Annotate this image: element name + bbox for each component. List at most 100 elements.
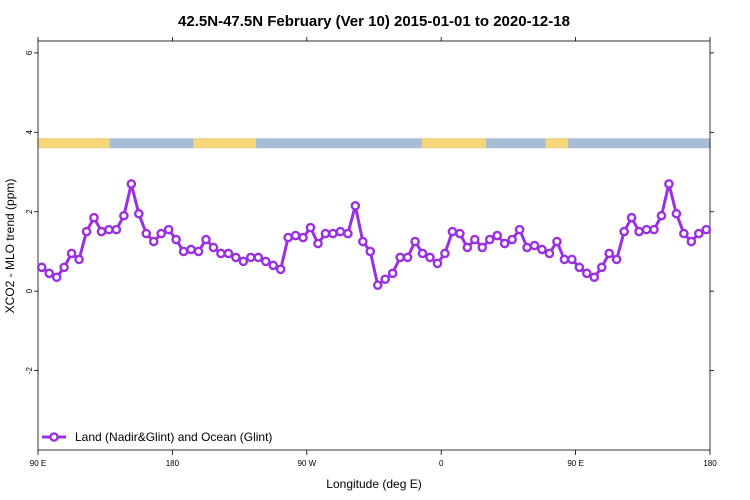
legend: Land (Nadir&Glint) and Ocean (Glint) (42, 430, 272, 444)
data-point (679, 228, 689, 239)
data-point (298, 232, 308, 243)
data-point (469, 234, 480, 245)
data-point (328, 228, 338, 239)
data-point (36, 262, 47, 273)
legend-marker (49, 432, 59, 442)
data-point (268, 260, 279, 271)
data-point (634, 226, 644, 237)
data-point (529, 240, 540, 251)
legend-label: Land (Nadir&Glint) and Ocean (Glint) (75, 430, 272, 444)
data-point (455, 228, 465, 239)
data-point (387, 268, 398, 279)
y-tick-label: 2 (25, 209, 34, 214)
data-point (432, 258, 443, 269)
data-point (231, 252, 241, 263)
x-tick-label: 90 W (297, 459, 316, 468)
data-point (208, 242, 219, 253)
data-point (582, 268, 592, 279)
data-point (59, 262, 69, 273)
data-point (275, 264, 286, 275)
data-point (163, 224, 174, 235)
land-segment-1 (193, 138, 257, 149)
data-point (74, 254, 84, 265)
x-tick-label: 180 (166, 459, 180, 468)
data-point (133, 208, 144, 219)
data-point (604, 248, 615, 259)
x-tick-label: 180 (703, 459, 717, 468)
data-point (223, 248, 234, 259)
data-point (104, 224, 114, 235)
data-point (260, 256, 271, 267)
land-segment-3 (545, 138, 569, 149)
data-point (245, 252, 256, 263)
land-segment-2 (421, 138, 486, 149)
data-point (193, 246, 204, 257)
data-point (51, 272, 62, 283)
chart-title: 42.5N-47.5N February (Ver 10) 2015-01-01… (178, 13, 570, 30)
data-point (619, 226, 629, 237)
data-point (440, 248, 450, 259)
data-point (649, 224, 659, 235)
data-point (395, 252, 405, 263)
data-point (178, 246, 189, 257)
data-point (492, 230, 503, 241)
data-point (694, 228, 704, 239)
data-point (216, 248, 226, 259)
data-point (552, 236, 562, 247)
data-point (611, 254, 622, 265)
x-axis-label: Longitude (deg E) (326, 477, 421, 491)
x-tick-label: 0 (439, 459, 444, 468)
data-point (343, 228, 353, 239)
data-point (156, 228, 166, 239)
data-point (290, 230, 301, 241)
data-point (447, 226, 458, 237)
data-point (499, 238, 510, 249)
data-point (186, 244, 196, 255)
data-point (335, 226, 346, 237)
data-point (574, 262, 585, 273)
data-point (148, 236, 159, 247)
data-point (477, 242, 488, 253)
land-segment-0 (38, 138, 110, 149)
data-point (522, 242, 532, 253)
data-point (701, 224, 712, 235)
data-point (641, 224, 652, 235)
land-ocean-band (38, 138, 710, 149)
data-point (410, 236, 420, 247)
data-point (126, 179, 137, 189)
data-point (238, 256, 249, 267)
y-tick-label: 0 (25, 288, 34, 293)
data-point (380, 274, 391, 285)
plot-frame (37, 40, 711, 451)
data-point (81, 226, 92, 237)
series-line-0 (40, 182, 708, 287)
data-point (567, 254, 577, 265)
data-point (141, 228, 152, 239)
data-point (589, 272, 600, 283)
data-point (66, 248, 77, 259)
data-point (514, 224, 525, 235)
data-point (283, 232, 293, 243)
data-point (626, 212, 637, 223)
x-tick-label: 90 E (30, 459, 46, 468)
y-axis: -2 0 2 4 6 (25, 50, 714, 374)
data-point (119, 210, 129, 221)
data-point (664, 179, 674, 189)
data-point (365, 246, 376, 257)
series-layer (36, 179, 712, 291)
data-point (417, 248, 428, 259)
data-point (201, 234, 211, 245)
data-point (462, 242, 473, 253)
data-point (507, 234, 517, 245)
data-point (656, 210, 667, 221)
y-tick-label: 4 (25, 130, 34, 135)
data-point (671, 208, 682, 219)
data-point (253, 252, 264, 263)
data-point (313, 238, 323, 249)
x-axis: 90 E 180 90 W 0 90 E 180 (30, 37, 717, 468)
y-tick-label: 6 (25, 50, 34, 55)
data-point (402, 252, 413, 263)
data-point (559, 254, 570, 265)
data-point (171, 234, 181, 245)
